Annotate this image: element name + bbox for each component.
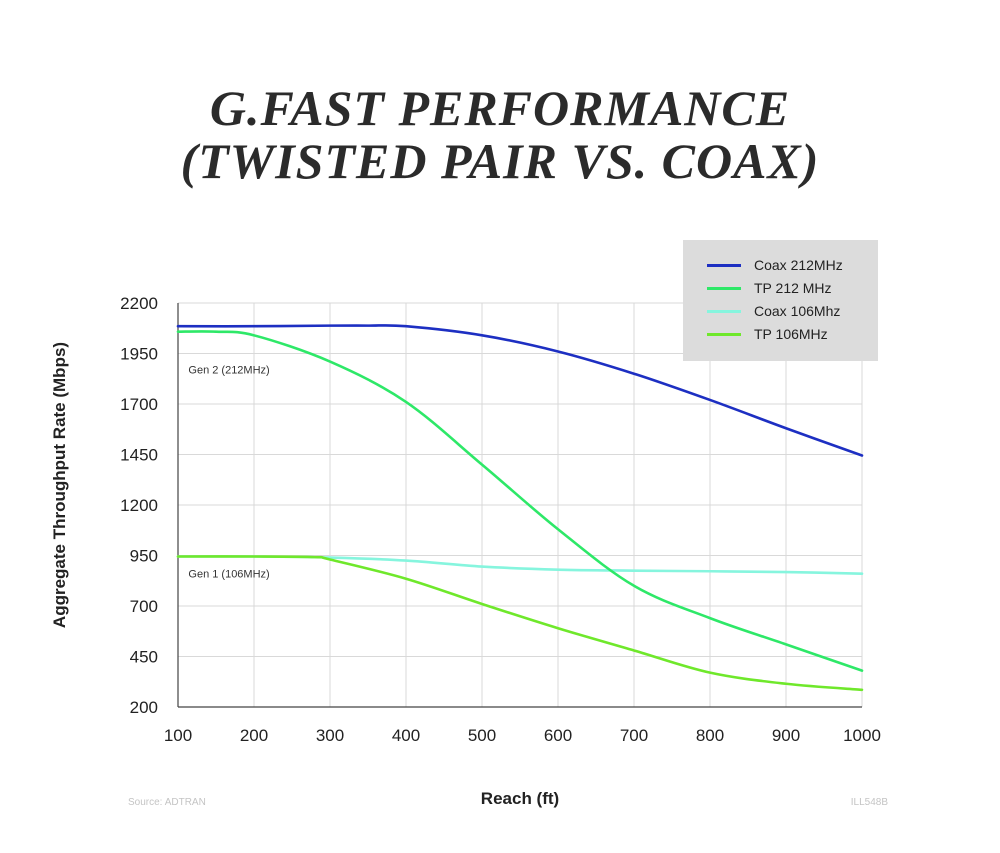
legend-swatch-tp-212 bbox=[707, 286, 741, 290]
legend-item-tp-212: TP 212 MHz bbox=[707, 278, 832, 298]
y-tick-label-950: 950 bbox=[130, 547, 158, 566]
y-tick-label-2200: 2200 bbox=[120, 294, 158, 313]
legend-label-tp-106: TP 106MHz bbox=[754, 326, 828, 342]
y-tick-label-450: 450 bbox=[130, 648, 158, 667]
legend-item-tp-106: TP 106MHz bbox=[707, 324, 828, 344]
source-note: Source: ADTRAN bbox=[128, 797, 206, 808]
annotation-gen-1: Gen 1 (106MHz) bbox=[188, 569, 269, 581]
illustration-code: ILL548B bbox=[850, 797, 888, 808]
legend: Coax 212MHz TP 212 MHz Coax 106Mhz TP 10… bbox=[683, 240, 878, 361]
y-axis-label: Aggregate Throughput Rate (Mbps) bbox=[50, 341, 69, 629]
title-line-2: (TWISTED PAIR VS. COAX) bbox=[180, 133, 820, 189]
x-tick-label-100: 100 bbox=[164, 726, 192, 745]
legend-label-tp-212: TP 212 MHz bbox=[754, 280, 832, 296]
x-tick-label-300: 300 bbox=[316, 726, 344, 745]
legend-label-coax-212: Coax 212MHz bbox=[754, 257, 843, 273]
x-tick-label-900: 900 bbox=[772, 726, 800, 745]
series-line-tp-106mhz bbox=[176, 555, 864, 692]
legend-swatch-coax-212 bbox=[707, 263, 741, 267]
y-tick-label-1200: 1200 bbox=[120, 496, 158, 515]
legend-item-coax-212: Coax 212MHz bbox=[707, 255, 843, 275]
y-tick-label-1700: 1700 bbox=[120, 395, 158, 414]
annotation-gen-2: Gen 2 (212MHz) bbox=[188, 365, 269, 377]
x-tick-label-800: 800 bbox=[696, 726, 724, 745]
legend-item-coax-106: Coax 106Mhz bbox=[707, 301, 840, 321]
x-tick-label-200: 200 bbox=[240, 726, 268, 745]
series-line-tp-212-mhz bbox=[176, 330, 864, 672]
x-tick-label-700: 700 bbox=[620, 726, 648, 745]
x-tick-label-500: 500 bbox=[468, 726, 496, 745]
x-tick-label-1000: 1000 bbox=[843, 726, 881, 745]
chart-title: G.FAST PERFORMANCE (TWISTED PAIR VS. COA… bbox=[0, 82, 1000, 188]
series-line-coax-212mhz bbox=[176, 324, 864, 457]
legend-label-coax-106: Coax 106Mhz bbox=[754, 303, 841, 319]
y-tick-label-200: 200 bbox=[130, 698, 158, 717]
y-tick-label-1950: 1950 bbox=[120, 345, 158, 364]
title-line-1: G.FAST PERFORMANCE bbox=[209, 80, 791, 136]
legend-swatch-coax-106 bbox=[707, 309, 741, 313]
y-tick-label-1450: 1450 bbox=[120, 446, 158, 465]
x-tick-label-600: 600 bbox=[544, 726, 572, 745]
x-tick-label-400: 400 bbox=[392, 726, 420, 745]
x-axis-label: Reach (ft) bbox=[480, 789, 560, 808]
series-line-coax-106mhz bbox=[176, 555, 864, 575]
legend-swatch-tp-106 bbox=[707, 332, 741, 336]
y-tick-label-700: 700 bbox=[130, 597, 158, 616]
